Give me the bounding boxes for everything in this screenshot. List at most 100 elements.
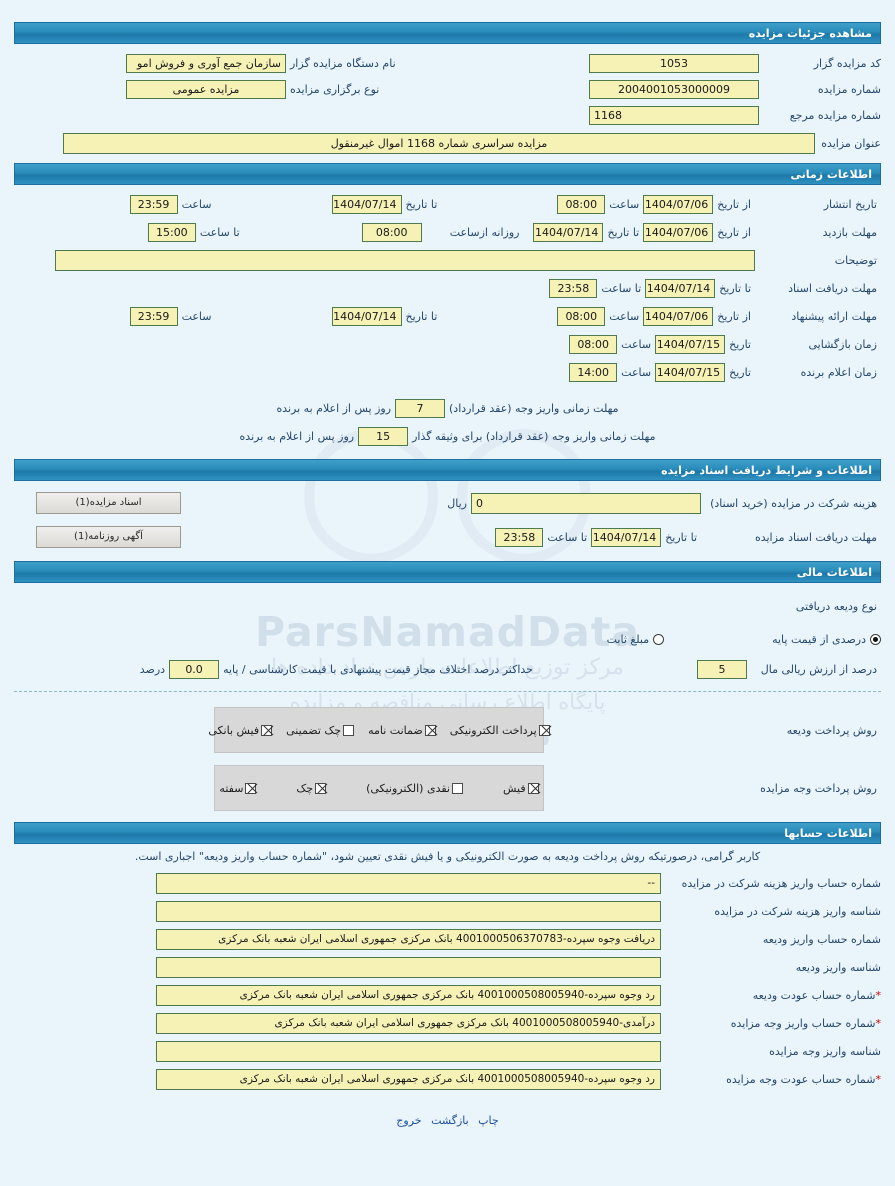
value-id-participation-cost[interactable] [156, 901, 661, 922]
label-description: توضیحات [834, 253, 877, 267]
value-auction-title[interactable]: مزایده سراسری شماره 1168 اموال غیرمنقول [63, 132, 815, 154]
label-text: شماره حساب عودت وجه مزایده [726, 1073, 876, 1086]
exit-link[interactable]: خروج [396, 1114, 422, 1127]
value-publish-from-time[interactable]: 08:00 [557, 194, 606, 214]
label-winner-announcement: زمان اعلام برنده [800, 365, 877, 379]
value-winner-time[interactable]: 14:00 [569, 362, 618, 382]
value-opening-date[interactable]: 1404/07/15 [655, 334, 726, 354]
label-electronic-payment: پرداخت الکترونیکی [449, 723, 537, 737]
value-percent-of-asset-value[interactable]: 5 [697, 659, 747, 679]
row-description: توضیحات [14, 247, 881, 273]
checkbox-guaranteed-check-icon[interactable] [343, 724, 355, 736]
checkbox-item-guarantee-letter[interactable]: ضمانت نامه [368, 724, 436, 737]
label-id-auction-payment: شناسه واریز وجه مزایده [769, 1045, 881, 1058]
row-auction-type: نوع برگزاری مزایده مزایده عمومی [16, 76, 446, 102]
checkbox-item-electronic-payment[interactable]: پرداخت الکترونیکی [450, 724, 550, 737]
print-link[interactable]: چاپ [478, 1114, 499, 1127]
value-proposal-from-date[interactable]: 1404/07/06 [643, 306, 714, 326]
row-participation-cost: هزینه شرکت در مزایده (خرید اسناد) 0 ریال… [14, 487, 881, 519]
table-row: *شماره حساب واریز وجه مزایده درآمدی-4001… [14, 1011, 881, 1036]
value-account-deposit[interactable]: دریافت وجوه سپرده-4001000506370783 بانک … [156, 929, 661, 950]
label-from-date-visit: از تاریخ [717, 225, 751, 239]
checkbox-item-check[interactable]: چک [296, 782, 327, 795]
value-winner-date[interactable]: 1404/07/15 [655, 362, 726, 382]
value-auction-type[interactable]: مزایده عمومی [126, 79, 286, 99]
financial-zone: نوع ودیعه دریافتی درصدی از قیمت پایه مبل… [14, 589, 881, 816]
value-visit-from-date[interactable]: 1404/07/06 [643, 222, 714, 242]
checkbox-item-promissory-note[interactable]: سفته [219, 782, 257, 795]
checkbox-check-icon[interactable] [315, 782, 327, 794]
label-account-auction-return: *شماره حساب عودت وجه مزایده [661, 1073, 881, 1086]
label-auction-title: عنوان مزایده [821, 136, 881, 150]
label-account-deposit: شماره حساب واریز ودیعه [762, 933, 881, 946]
value-org-name[interactable]: سازمان جمع آوری و فروش امو [126, 53, 286, 73]
checkbox-receipt-icon[interactable] [527, 782, 539, 794]
label-receipt: فیش [502, 781, 526, 795]
row-percent-value: درصد از ارزش ریالی مال 5 حداکثر درصد اخت… [14, 655, 881, 683]
value-payment-deadline-guarantor[interactable]: 15 [358, 426, 409, 446]
label-to-date-docs: تا تاریخ [719, 281, 751, 295]
label-docs-to-date: تا تاریخ [665, 530, 697, 544]
checkbox-promissory-note-icon[interactable] [245, 782, 257, 794]
value-proposal-from-time[interactable]: 08:00 [557, 306, 606, 326]
radio-percent-of-base-price[interactable] [870, 633, 881, 645]
value-account-auction-return[interactable]: رد وجوه سپرده-4001000508005940 بانک مرکز… [156, 1069, 661, 1090]
row-publish-date: تاریخ انتشار از تاریخ 1404/07/06 ساعت 08… [14, 191, 881, 217]
label-hour-publish-from: ساعت [609, 197, 640, 211]
value-participation-cost[interactable]: 0 [471, 492, 701, 514]
label-radio-percent: درصدی از قیمت پایه [772, 632, 866, 646]
label-to-date-proposal: تا تاریخ [405, 309, 438, 323]
checkbox-electronic-payment-icon[interactable] [538, 724, 550, 736]
checkbox-cash-electronic-icon[interactable] [451, 782, 463, 794]
table-row: شناسه واریز وجه مزایده [14, 1039, 881, 1064]
value-docs-to-date[interactable]: 1404/07/14 [645, 278, 716, 298]
value-ref-number[interactable]: 1168 [589, 105, 759, 125]
label-max-diff-suffix: درصد [139, 662, 166, 676]
row-winner-announcement: زمان اعلام برنده تاریخ 1404/07/15 ساعت 1… [14, 359, 881, 385]
newspaper-ad-button[interactable]: آگهی روزنامه(1) [36, 526, 181, 548]
label-deposit-type: نوع ودیعه دریافتی [795, 599, 877, 613]
checkbox-item-receipt[interactable]: فیش [503, 782, 539, 795]
value-docs-receipt-time[interactable]: 23:58 [495, 527, 544, 547]
radio-fixed-amount[interactable] [653, 633, 665, 645]
value-publish-to-date[interactable]: 1404/07/14 [331, 194, 402, 214]
value-payment-deadline[interactable]: 7 [395, 398, 446, 418]
required-asterisk: * [875, 989, 882, 1002]
checkbox-item-bank-receipt[interactable]: فیش بانکی [208, 724, 273, 737]
checkbox-guarantee-letter-icon[interactable] [424, 724, 436, 736]
value-visit-to-time[interactable]: 15:00 [147, 222, 196, 242]
label-docs-deadline: مهلت دریافت اسناد [788, 281, 877, 295]
label-id-deposit: شناسه واریز ودیعه [795, 961, 881, 974]
value-docs-receipt-date[interactable]: 1404/07/14 [591, 527, 662, 547]
checkbox-item-cash-electronic[interactable]: نقدی (الکترونیکی) [366, 782, 463, 795]
label-payment-deadline: مهلت زمانی واریز وجه (عقد قرارداد) [449, 401, 619, 415]
auction-documents-button[interactable]: اسناد مزایده(1) [36, 492, 181, 514]
value-publish-from-date[interactable]: 1404/07/06 [643, 194, 714, 214]
value-auction-number[interactable]: 2004001053000009 [589, 79, 759, 99]
value-id-deposit[interactable] [156, 957, 661, 978]
value-auction-code[interactable]: 1053 [589, 53, 759, 73]
label-to-date-publish: تا تاریخ [405, 197, 438, 211]
label-opening-time: زمان بازگشایی [808, 337, 878, 351]
value-visit-daily-time[interactable]: 08:00 [361, 222, 422, 242]
value-id-auction-payment[interactable] [156, 1041, 661, 1062]
value-account-participation-cost[interactable]: -- [156, 873, 661, 894]
value-opening-time[interactable]: 08:00 [569, 334, 618, 354]
back-link[interactable]: بازگشت [431, 1114, 469, 1127]
label-account-auction-payment: *شماره حساب واریز وجه مزایده [661, 1017, 881, 1030]
value-docs-to-time[interactable]: 23:58 [549, 278, 598, 298]
label-participation-cost: هزینه شرکت در مزایده (خرید اسناد) [710, 496, 877, 510]
value-max-price-difference[interactable]: 0.0 [169, 659, 220, 679]
value-publish-to-time[interactable]: 23:59 [129, 194, 178, 214]
value-visit-to-date[interactable]: 1404/07/14 [533, 222, 604, 242]
value-description[interactable] [55, 249, 755, 271]
checkbox-item-guaranteed-check[interactable]: چک تضمینی [286, 724, 355, 737]
value-account-auction-payment[interactable]: درآمدی-4001000508005940 بانک مرکزی جمهور… [156, 1013, 661, 1034]
value-account-deposit-return[interactable]: رد وجوه سپرده-4001000508005940 بانک مرکز… [156, 985, 661, 1006]
value-proposal-to-date[interactable]: 1404/07/14 [331, 306, 402, 326]
row-auction-number: شماره مزایده 2004001053000009 [446, 76, 881, 102]
value-proposal-to-time[interactable]: 23:59 [129, 306, 178, 326]
required-asterisk: * [875, 1017, 882, 1030]
checkbox-bank-receipt-icon[interactable] [261, 724, 273, 736]
row-auction-code: کد مزایده گزار 1053 [446, 50, 881, 76]
